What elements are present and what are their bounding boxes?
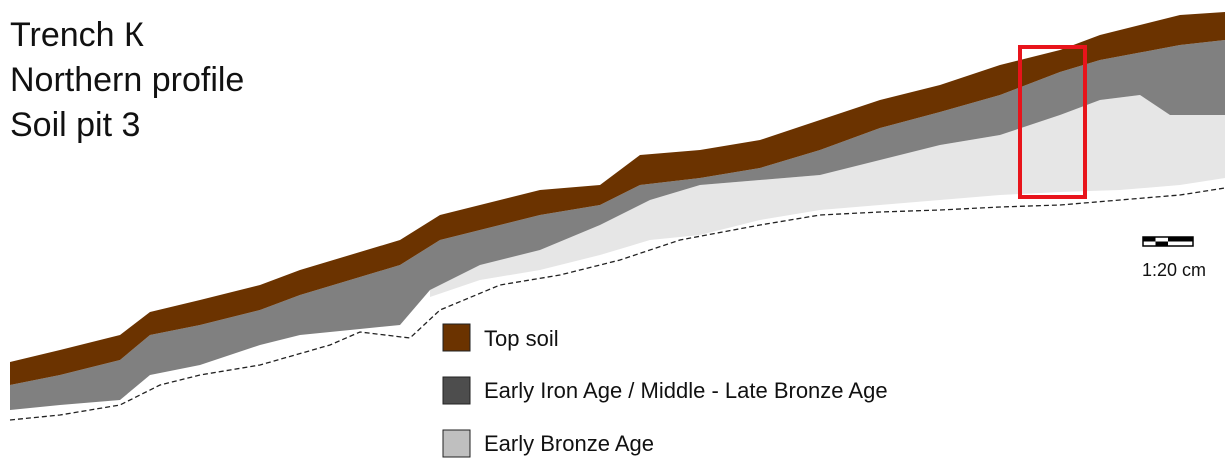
legend-label: Early Iron Age / Middle - Late Bronze Ag… (484, 378, 888, 403)
scale-label: 1:20 cm (1142, 260, 1206, 280)
soil-pit-frame (1018, 45, 1087, 199)
scale-bar-segment (1143, 237, 1156, 242)
title-line: Trench К (10, 16, 144, 54)
legend-swatch (442, 323, 471, 352)
legend-label: Top soil (484, 326, 559, 351)
base-line (9, 187, 1226, 421)
scale-bar-segment (1168, 237, 1193, 242)
scale-bar-segment (1155, 241, 1168, 246)
title-line: Soil pit 3 (10, 106, 140, 144)
legend-swatch (442, 376, 471, 405)
early-bronze-layer (430, 95, 1225, 297)
legend-label: Early Bronze Age (484, 431, 654, 456)
iron-age-layer (10, 40, 1225, 410)
legend-swatch (442, 429, 471, 458)
title-line: Northern profile (10, 61, 244, 99)
top-soil-layer (10, 12, 1225, 385)
